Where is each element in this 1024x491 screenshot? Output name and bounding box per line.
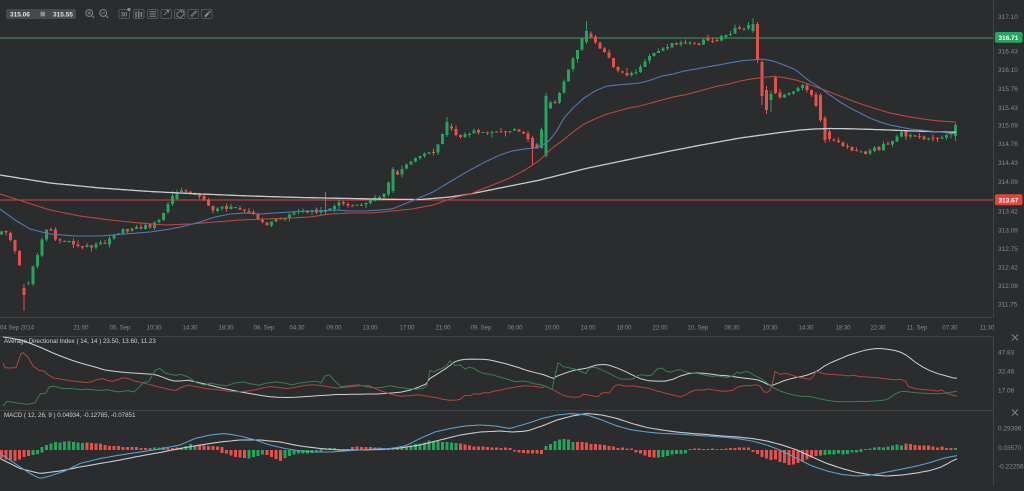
svg-text:-0.22256: -0.22256 [998, 463, 1024, 470]
svg-text:0.03570: 0.03570 [998, 445, 1022, 452]
svg-text:04 Sep 2014: 04 Sep 2014 [0, 326, 35, 332]
svg-text:313.67: 313.67 [999, 198, 1019, 205]
svg-text:10:30: 10:30 [762, 326, 778, 332]
svg-text:314.43: 314.43 [998, 160, 1018, 167]
svg-text:311.75: 311.75 [998, 301, 1018, 308]
svg-text:18:30: 18:30 [835, 326, 851, 332]
svg-text:313.09: 313.09 [998, 227, 1018, 234]
svg-text:316.43: 316.43 [998, 48, 1018, 55]
svg-text:14:00: 14:00 [580, 326, 596, 332]
svg-text:18:00: 18:00 [616, 326, 632, 332]
svg-text:09:00: 09:00 [326, 326, 342, 332]
svg-text:18:30: 18:30 [218, 326, 234, 332]
svg-text:06:30: 06:30 [724, 326, 740, 332]
svg-text:316.10: 316.10 [998, 67, 1018, 74]
svg-text:315.55: 315.55 [53, 11, 73, 18]
svg-text:17:00: 17:00 [399, 326, 415, 332]
svg-text:0.29396: 0.29396 [998, 425, 1022, 432]
svg-text:314.76: 314.76 [998, 141, 1018, 148]
svg-text:MACD ( 12, 26, 9 ) 0.04934, -0: MACD ( 12, 26, 9 ) 0.04934, -0.12785, -0… [4, 412, 136, 419]
svg-text:22:00: 22:00 [652, 326, 668, 332]
svg-text:313.42: 313.42 [998, 208, 1018, 215]
svg-text:315.76: 315.76 [998, 86, 1018, 93]
svg-text:312.75: 312.75 [998, 246, 1018, 253]
svg-text:06:00: 06:00 [507, 326, 523, 332]
svg-text:17.08: 17.08 [998, 387, 1015, 394]
svg-text:315.09: 315.09 [998, 122, 1018, 129]
svg-text:312.08: 312.08 [998, 283, 1018, 290]
svg-text:13:00: 13:00 [362, 326, 378, 332]
svg-text:22:30: 22:30 [870, 326, 886, 332]
svg-text:30: 30 [121, 13, 128, 19]
svg-text:316.71: 316.71 [999, 35, 1019, 42]
svg-text:09. Sep: 09. Sep [471, 326, 492, 332]
svg-text:47.83: 47.83 [998, 349, 1015, 356]
svg-text:11:30: 11:30 [980, 326, 995, 332]
svg-text:07:30: 07:30 [942, 326, 958, 332]
svg-text:14:30: 14:30 [798, 326, 814, 332]
svg-text:04:30: 04:30 [289, 326, 305, 332]
svg-text:21:00: 21:00 [73, 326, 89, 332]
svg-text:05. Sep: 05. Sep [110, 326, 131, 332]
svg-text:10:30: 10:30 [146, 326, 162, 332]
svg-text:21:00: 21:00 [435, 326, 451, 332]
svg-text:32.46: 32.46 [998, 368, 1015, 375]
svg-text:10:00: 10:00 [544, 326, 560, 332]
svg-text:317.10: 317.10 [998, 14, 1018, 21]
svg-text:14:30: 14:30 [182, 326, 198, 332]
svg-text:314.09: 314.09 [998, 179, 1018, 186]
svg-text:315.43: 315.43 [998, 105, 1018, 112]
svg-text:315.06: 315.06 [10, 11, 30, 18]
svg-text:11. Sep: 11. Sep [907, 326, 928, 332]
svg-text:08. Sep: 08. Sep [254, 326, 275, 332]
svg-text:Average Directional Index ( 14: Average Directional Index ( 14, 14 ) 23.… [4, 338, 156, 345]
svg-text:10. Sep: 10. Sep [688, 326, 709, 332]
svg-text:312.42: 312.42 [998, 264, 1018, 271]
